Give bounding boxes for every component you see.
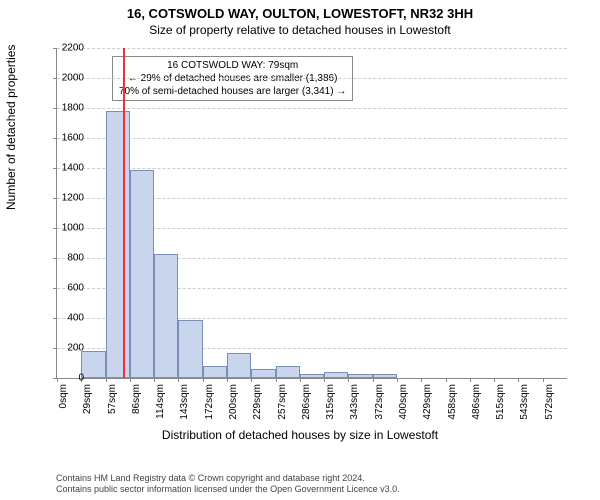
x-axis-label: Distribution of detached houses by size … <box>0 428 600 442</box>
footer-line2: Contains public sector information licen… <box>56 484 566 496</box>
xtick-label: 400sqm <box>398 384 409 424</box>
xtick-label: 572sqm <box>544 384 555 424</box>
histogram-bar <box>276 366 300 378</box>
ytick-label: 800 <box>54 253 84 264</box>
xtick-label: 172sqm <box>204 384 215 424</box>
xtick-mark <box>251 378 252 382</box>
xtick-label: 229sqm <box>252 384 263 424</box>
gridline <box>57 138 567 139</box>
histogram-bar <box>154 254 178 379</box>
xtick-label: 0sqm <box>58 384 69 424</box>
xtick-mark <box>494 378 495 382</box>
histogram-bar <box>106 111 130 378</box>
histogram-bar <box>251 369 275 378</box>
histogram-bar <box>130 170 154 379</box>
ytick-label: 1400 <box>54 163 84 174</box>
xtick-label: 143sqm <box>179 384 190 424</box>
histogram-bar <box>348 374 372 379</box>
xtick-label: 429sqm <box>422 384 433 424</box>
chart-title-line1: 16, COTSWOLD WAY, OULTON, LOWESTOFT, NR3… <box>0 0 600 21</box>
xtick-label: 200sqm <box>228 384 239 424</box>
ytick-label: 400 <box>54 313 84 324</box>
histogram-bar <box>324 372 348 378</box>
xtick-mark <box>276 378 277 382</box>
xtick-mark <box>470 378 471 382</box>
gridline <box>57 48 567 49</box>
xtick-mark <box>373 378 374 382</box>
xtick-label: 515sqm <box>495 384 506 424</box>
xtick-label: 286sqm <box>301 384 312 424</box>
histogram-bar <box>300 374 324 379</box>
xtick-mark <box>227 378 228 382</box>
xtick-label: 29sqm <box>82 384 93 424</box>
xtick-mark <box>446 378 447 382</box>
ytick-label: 200 <box>54 343 84 354</box>
histogram-bar <box>203 366 227 378</box>
ytick-label: 1600 <box>54 133 84 144</box>
figure-container: 16, COTSWOLD WAY, OULTON, LOWESTOFT, NR3… <box>0 0 600 500</box>
xtick-label: 543sqm <box>519 384 530 424</box>
gridline <box>57 78 567 79</box>
chart-title-line2: Size of property relative to detached ho… <box>0 21 600 37</box>
xtick-mark <box>543 378 544 382</box>
xtick-mark <box>348 378 349 382</box>
ytick-label: 2000 <box>54 73 84 84</box>
xtick-mark <box>106 378 107 382</box>
gridline <box>57 108 567 109</box>
xtick-mark <box>130 378 131 382</box>
histogram-bar <box>81 351 105 378</box>
ytick-label: 1000 <box>54 223 84 234</box>
histogram-bar <box>373 374 397 379</box>
xtick-label: 486sqm <box>471 384 482 424</box>
chart-plot-area: 16 COTSWOLD WAY: 79sqm ← 29% of detached… <box>56 48 567 379</box>
ytick-label: 0 <box>54 373 84 384</box>
xtick-mark <box>178 378 179 382</box>
ytick-label: 1800 <box>54 103 84 114</box>
histogram-bar <box>227 353 251 379</box>
xtick-label: 458sqm <box>447 384 458 424</box>
xtick-label: 315sqm <box>325 384 336 424</box>
reference-line <box>123 48 125 378</box>
histogram-bar <box>178 320 202 379</box>
xtick-mark <box>397 378 398 382</box>
xtick-label: 86sqm <box>131 384 142 424</box>
xtick-mark <box>421 378 422 382</box>
xtick-mark <box>324 378 325 382</box>
y-axis-label: Number of detached properties <box>4 45 18 210</box>
xtick-label: 114sqm <box>155 384 166 424</box>
xtick-mark <box>203 378 204 382</box>
ytick-label: 2200 <box>54 43 84 54</box>
annotation-line3: 70% of semi-detached houses are larger (… <box>119 85 346 98</box>
ytick-label: 600 <box>54 283 84 294</box>
xtick-mark <box>300 378 301 382</box>
ytick-label: 1200 <box>54 193 84 204</box>
xtick-mark <box>154 378 155 382</box>
xtick-label: 372sqm <box>374 384 385 424</box>
footer-attribution: Contains HM Land Registry data © Crown c… <box>56 473 566 496</box>
xtick-label: 343sqm <box>349 384 360 424</box>
footer-line1: Contains HM Land Registry data © Crown c… <box>56 473 566 485</box>
xtick-label: 257sqm <box>277 384 288 424</box>
xtick-mark <box>518 378 519 382</box>
annotation-line1: 16 COTSWOLD WAY: 79sqm <box>119 59 346 72</box>
xtick-label: 57sqm <box>107 384 118 424</box>
